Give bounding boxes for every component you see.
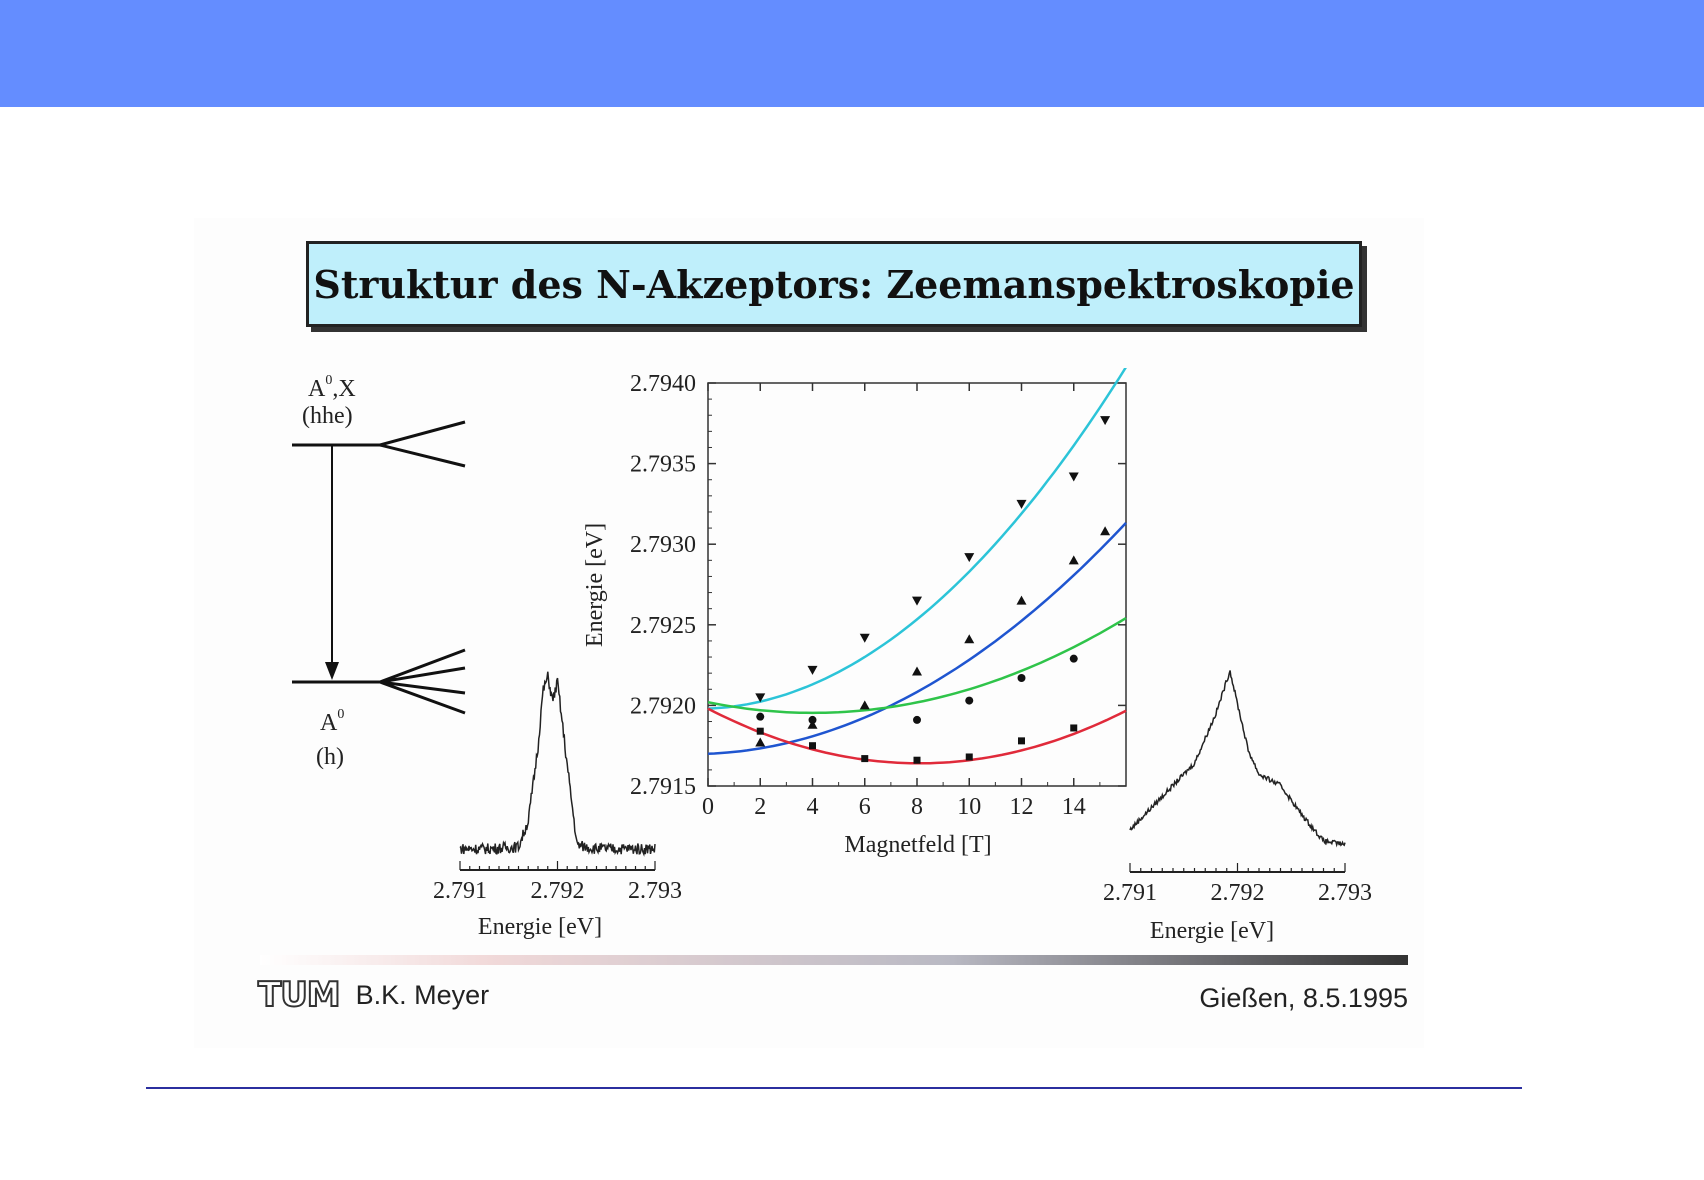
data-point xyxy=(1017,673,1026,682)
spectrum-tick-label: 2.791 xyxy=(433,878,487,904)
data-point xyxy=(755,693,766,703)
data-point xyxy=(1068,472,1079,482)
lower-level-label: A0 xyxy=(320,707,344,736)
data-point xyxy=(1069,654,1078,663)
x-tick-label: 0 xyxy=(702,794,714,820)
upper-level-label: A0,X xyxy=(308,373,356,402)
data-point xyxy=(809,742,816,750)
data-point xyxy=(913,756,921,764)
y-tick-label: 2.7920 xyxy=(630,693,696,719)
data-point xyxy=(965,696,974,705)
data-point xyxy=(808,715,817,724)
x-tick-label: 6 xyxy=(859,794,871,820)
title-box: Struktur des N-Akzeptors: Zeemanspektros… xyxy=(306,241,1362,327)
upper-level-splitting xyxy=(379,420,466,468)
data-point xyxy=(859,633,870,643)
tum-logo: TUM xyxy=(257,975,342,1015)
y-tick-label: 2.7935 xyxy=(630,452,696,478)
fit-curve-1 xyxy=(707,522,1127,756)
y-tick-label: 2.7940 xyxy=(630,371,696,397)
data-point xyxy=(1070,724,1078,732)
data-point xyxy=(912,596,922,606)
spectrum-left-line xyxy=(459,671,656,857)
zeeman-chart: 0 2 4 6 8 10 12 14 2.7915 2.7920 2.7925 2.7930 2.793… xyxy=(582,368,1127,858)
spectrum-left-xlabel: Energie [eV] xyxy=(478,914,602,940)
spectrum-right-xlabel: Energie [eV] xyxy=(1150,918,1274,944)
data-point xyxy=(1016,595,1027,605)
x-tick-label: 10 xyxy=(957,794,981,820)
y-tick-label: 2.7925 xyxy=(630,613,696,639)
header-bar xyxy=(0,0,1704,107)
x-tick-label: 2 xyxy=(754,794,766,820)
data-point xyxy=(807,719,818,729)
data-point xyxy=(755,737,766,747)
author: B.K. Meyer xyxy=(355,979,490,1010)
data-point xyxy=(912,666,922,676)
data-point xyxy=(756,727,764,735)
x-tick-label: 12 xyxy=(1010,794,1034,820)
footer-divider xyxy=(260,955,1408,965)
fit-curve-2 xyxy=(707,617,1127,715)
data-point xyxy=(1018,737,1025,745)
data-point xyxy=(1016,499,1027,509)
slide-title: Struktur des N-Akzeptors: Zeemanspektros… xyxy=(313,261,1355,307)
x-tick-label: 8 xyxy=(911,794,923,820)
upper-level-sublabel: (hhe) xyxy=(302,403,353,429)
bottom-rule xyxy=(146,1087,1522,1089)
data-point xyxy=(1100,526,1111,536)
data-point xyxy=(1100,416,1111,426)
transition-arrow-head xyxy=(325,662,339,680)
spectrum-right-line xyxy=(1129,670,1346,848)
lower-level-sublabel: (h) xyxy=(316,744,344,770)
spectrum-tick-label: 2.791 xyxy=(1103,880,1157,906)
spectrum-tick-label: 2.792 xyxy=(531,878,585,904)
spectrum-tick-label: 2.793 xyxy=(1318,880,1372,906)
x-axis-label: Magnetfeld [T] xyxy=(844,832,991,858)
spectrum-tick-label: 2.792 xyxy=(1211,880,1265,906)
fit-curve-0 xyxy=(707,368,1127,710)
data-point xyxy=(756,712,765,721)
data-point xyxy=(861,755,869,763)
slide-image xyxy=(194,218,1424,1048)
data-point xyxy=(913,715,921,724)
data-point xyxy=(1068,555,1079,565)
x-tick-label: 4 xyxy=(807,794,819,820)
data-point xyxy=(965,753,973,761)
y-tick-label: 2.7930 xyxy=(630,532,696,558)
place-date: Gießen, 8.5.1995 xyxy=(1199,983,1408,1013)
y-tick-label: 2.7915 xyxy=(630,774,696,800)
data-point xyxy=(807,665,818,675)
x-tick-label: 14 xyxy=(1062,794,1086,820)
y-axis-label: Energie [eV] xyxy=(582,523,608,647)
spectrum-tick-label: 2.793 xyxy=(628,878,682,904)
data-point xyxy=(964,553,975,563)
spectrum-right: 2.791 2.792 2.793 Energie [eV] xyxy=(1103,670,1372,944)
data-point xyxy=(964,634,975,644)
footer-left: TUM B.K. Meyer xyxy=(257,975,490,1015)
lower-level-splitting xyxy=(379,648,466,715)
spectrum-left: 2.791 2.792 2.793 Energie [eV] xyxy=(433,671,682,940)
data-point xyxy=(859,700,870,710)
level-diagram: A0,X (hhe) A0 (h) xyxy=(292,373,466,770)
